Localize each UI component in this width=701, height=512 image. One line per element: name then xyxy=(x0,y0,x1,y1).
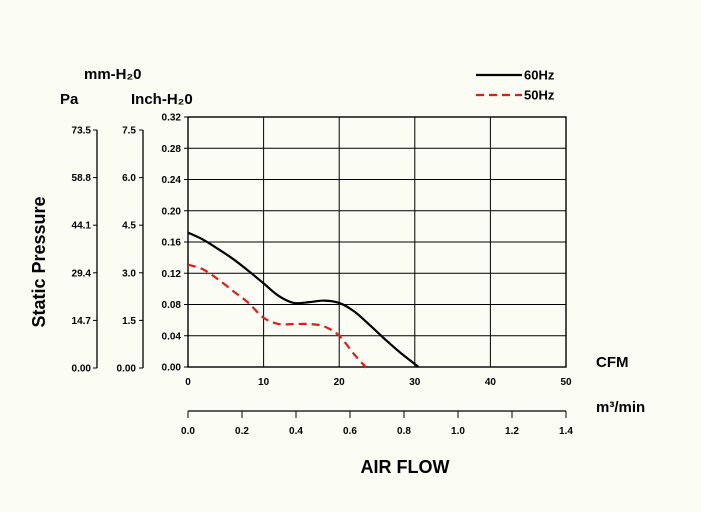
m3min-tick-group: 0.0 0.2 0.4 0.6 0.8 1.0 1.2 1.4 xyxy=(181,411,573,437)
inch-tick-label: 0.24 xyxy=(162,175,182,186)
mmh2o-tick-label: 4.5 xyxy=(122,221,136,232)
x-unit-cfm: CFM xyxy=(596,354,629,371)
mmh2o-tick-label: 0.00 xyxy=(117,364,137,375)
inch-tick-label: 0.04 xyxy=(162,331,182,342)
y-unit-pa: Pa xyxy=(60,91,79,108)
pa-tick-label: 14.7 xyxy=(72,316,92,327)
m3min-tick-label: 0.0 xyxy=(181,426,195,437)
legend-label-60hz: 60Hz xyxy=(524,68,555,83)
inch-tick-label: 0.08 xyxy=(162,300,182,311)
y-axis-title: Static Pressure xyxy=(29,196,49,327)
inch-tick-label: 0.32 xyxy=(162,113,182,124)
series-group xyxy=(187,231,420,368)
plot-grid xyxy=(188,117,566,367)
x-axis-title: AIR FLOW xyxy=(361,457,450,477)
m3min-tick-label: 1.4 xyxy=(559,426,573,437)
inch-tick-group: 0.00 0.04 0.08 0.12 0.16 0.20 0.24 0.28 0.32 xyxy=(162,113,188,374)
y-unit-mmh2o: mm-H₂0 xyxy=(84,66,142,83)
m3min-tick-label: 0.2 xyxy=(235,426,249,437)
m3min-tick-label: 1.0 xyxy=(451,426,465,437)
mmh2o-tick-label: 7.5 xyxy=(122,126,136,137)
m3min-tick-label: 1.2 xyxy=(505,426,519,437)
cfm-tick-label: 10 xyxy=(258,377,270,388)
pa-tick-group: 0.00 14.7 29.4 44.1 58.8 73.5 xyxy=(72,126,97,375)
cfm-tick-label: 40 xyxy=(485,377,497,388)
inch-tick-label: 0.20 xyxy=(162,206,182,217)
pa-tick-label: 29.4 xyxy=(72,268,92,279)
legend-label-50hz: 50Hz xyxy=(524,88,555,103)
x-unit-m3min: m³/min xyxy=(596,399,645,416)
mmh2o-tick-label: 3.0 xyxy=(122,268,136,279)
pa-tick-label: 44.1 xyxy=(72,221,92,232)
y-unit-inch: Inch-H₂0 xyxy=(131,91,193,108)
cfm-tick-label: 20 xyxy=(334,377,346,388)
inch-tick-label: 0.00 xyxy=(162,363,182,374)
pa-tick-label: 0.00 xyxy=(72,364,92,375)
inch-tick-label: 0.12 xyxy=(162,269,182,280)
cfm-tick-label: 0 xyxy=(185,377,191,388)
inch-tick-label: 0.16 xyxy=(162,238,182,249)
pa-tick-label: 58.8 xyxy=(72,173,92,184)
cfm-tick-label: 30 xyxy=(409,377,421,388)
mmh2o-tick-group: 0.00 1.5 3.0 4.5 6.0 7.5 xyxy=(117,126,143,375)
mmh2o-tick-label: 1.5 xyxy=(122,316,136,327)
pa-tick-label: 73.5 xyxy=(72,126,92,137)
m3min-tick-label: 0.4 xyxy=(289,426,303,437)
inch-tick-label: 0.28 xyxy=(162,144,182,155)
series-line-60hz xyxy=(187,231,420,368)
legend: 60Hz 50Hz xyxy=(476,68,555,103)
mmh2o-tick-label: 6.0 xyxy=(122,173,136,184)
series-line-50hz xyxy=(187,263,367,368)
m3min-tick-label: 0.8 xyxy=(397,426,411,437)
cfm-tick-group: 0 10 20 30 40 50 xyxy=(185,377,572,388)
cfm-tick-label: 50 xyxy=(560,377,572,388)
m3min-tick-label: 0.6 xyxy=(343,426,357,437)
